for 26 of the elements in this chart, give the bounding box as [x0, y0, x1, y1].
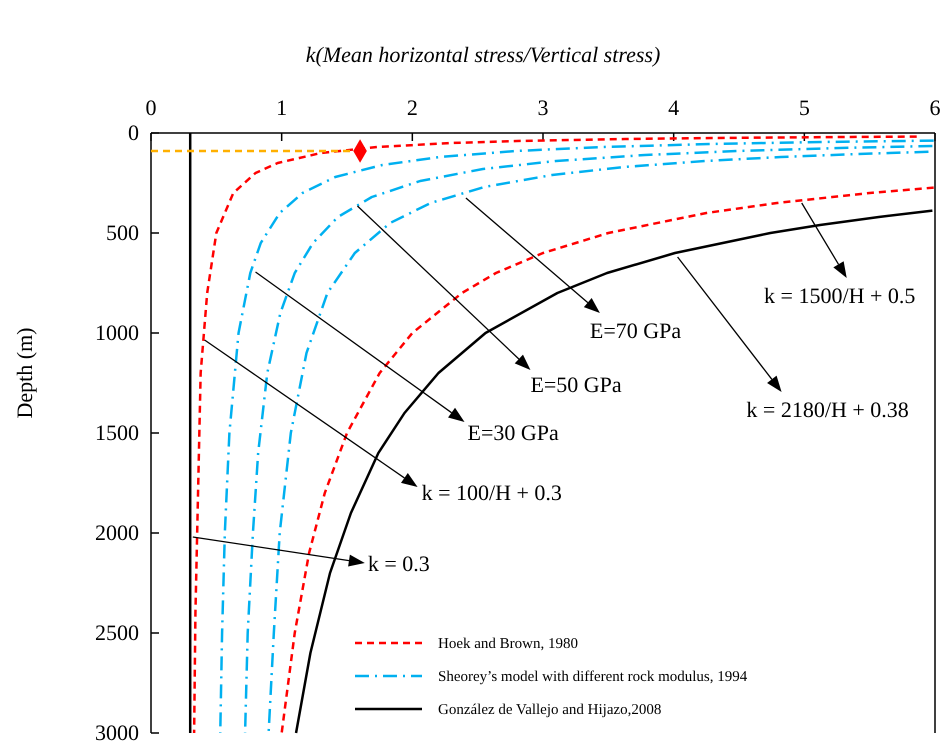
x-tick-label: 6 — [930, 95, 940, 120]
x-tick-label: 2 — [406, 95, 418, 120]
y-tick-label: 2500 — [95, 620, 139, 646]
y-tick-label: 3000 — [95, 720, 139, 744]
x-tick-label: 1 — [276, 95, 288, 120]
y-tick-label: 0 — [128, 120, 139, 146]
annotation: k = 100/H + 0.3 — [422, 480, 562, 505]
annotation: k = 1500/H + 0.5 — [764, 283, 916, 308]
y-tick-label: 500 — [106, 220, 139, 246]
legend-label: González de Vallejo and Hijazo,2008 — [438, 702, 662, 718]
x-tick-label: 5 — [798, 95, 810, 120]
y-tick-label: 1000 — [95, 320, 139, 346]
annotation: k = 2180/H + 0.38 — [746, 397, 909, 422]
legend-label: Sheorey’s model with different rock modulus, 1994 — [438, 669, 748, 685]
y-tick-label: 1500 — [95, 420, 139, 446]
annotation: E=30 GPa — [468, 420, 559, 445]
x-tick-label: 4 — [668, 95, 680, 120]
y-tick-label: 2000 — [95, 520, 139, 546]
annotation: k = 0.3 — [368, 551, 430, 576]
legend-label: Hoek and Brown, 1980 — [438, 636, 578, 652]
x-tick-label: 3 — [538, 95, 548, 120]
y-axis-title: Depth (m) — [12, 327, 37, 419]
annotation: E=70 GPa — [590, 318, 682, 343]
x-axis-title: k(Mean horizontal stress/Vertical stress) — [306, 42, 660, 67]
x-tick-label: 0 — [146, 95, 156, 120]
annotation: E=50 GPa — [530, 372, 622, 397]
